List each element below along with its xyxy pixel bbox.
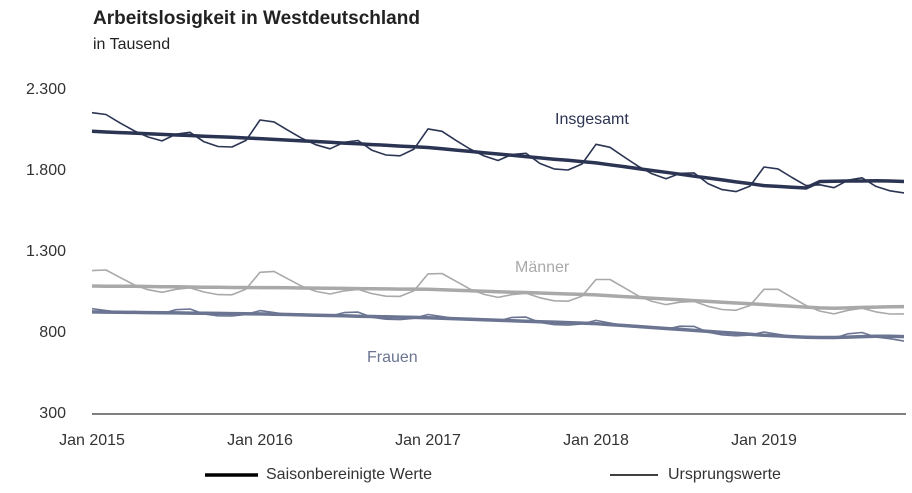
series-line-original [91,269,905,315]
series-line-adjusted [91,129,905,190]
y-tick-label: 2.300 [26,81,66,98]
y-tick-label: 800 [39,324,66,341]
series-label: Insgesamt [555,111,629,128]
series-label: Frauen [367,349,418,366]
y-tick-label: 300 [39,405,66,422]
x-tick-label: Jan 2016 [227,432,293,449]
x-tick-label: Jan 2017 [395,432,461,449]
x-tick-label: Jan 2015 [59,432,125,449]
series-line-original [91,111,905,194]
x-tick-label: Jan 2019 [731,432,797,449]
chart-subtitle: in Tausend [93,36,170,53]
series-line-adjusted [91,310,905,340]
y-tick-label: 1.300 [26,243,66,260]
legend-label: Ursprungswerte [668,466,781,483]
series-label: Männer [515,259,570,276]
legend-label: Saisonbereinigte Werte [266,466,432,483]
chart-title: Arbeitslosigkeit in Westdeutschland [93,8,420,29]
x-tick-label: Jan 2018 [563,432,629,449]
y-tick-label: 1.800 [26,162,66,179]
series-line-adjusted [91,284,905,310]
